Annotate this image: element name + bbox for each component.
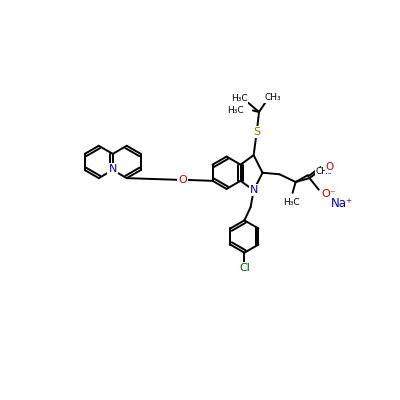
Text: N: N — [108, 164, 117, 174]
Text: CH₃: CH₃ — [264, 93, 281, 102]
Text: N: N — [250, 185, 259, 195]
Text: H₃C: H₃C — [231, 94, 247, 104]
Text: O⁻: O⁻ — [322, 188, 336, 198]
Text: O: O — [178, 175, 187, 185]
Text: H₃C: H₃C — [227, 106, 244, 115]
Text: O: O — [326, 162, 334, 172]
Text: Na⁺: Na⁺ — [331, 197, 353, 210]
Text: H₃C: H₃C — [283, 198, 299, 207]
Text: CH₃: CH₃ — [316, 168, 332, 176]
Text: S: S — [253, 127, 260, 137]
Text: Cl: Cl — [239, 263, 250, 273]
